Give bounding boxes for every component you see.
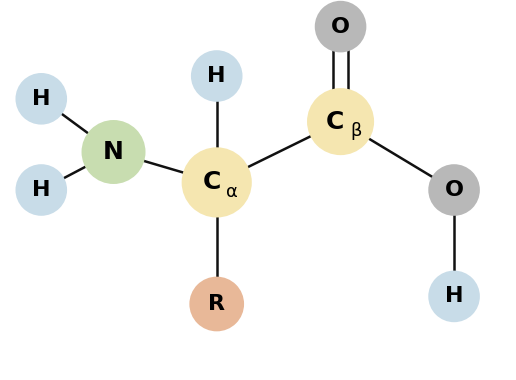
Ellipse shape — [315, 1, 366, 52]
Ellipse shape — [15, 73, 67, 125]
Ellipse shape — [182, 147, 252, 217]
Text: α: α — [226, 183, 238, 201]
Text: O: O — [331, 17, 350, 36]
Ellipse shape — [428, 164, 480, 216]
Ellipse shape — [82, 120, 146, 184]
Text: H: H — [32, 89, 51, 109]
Text: β: β — [350, 122, 362, 140]
Ellipse shape — [189, 277, 244, 331]
Text: H: H — [32, 180, 51, 200]
Text: H: H — [207, 66, 226, 86]
Text: R: R — [208, 294, 225, 314]
Ellipse shape — [15, 164, 67, 216]
Text: C: C — [326, 109, 345, 134]
Ellipse shape — [428, 271, 480, 322]
Text: N: N — [103, 140, 124, 164]
Text: O: O — [445, 180, 463, 200]
Text: C: C — [202, 170, 221, 195]
Ellipse shape — [191, 50, 243, 102]
Ellipse shape — [307, 88, 374, 155]
Text: H: H — [445, 287, 463, 306]
